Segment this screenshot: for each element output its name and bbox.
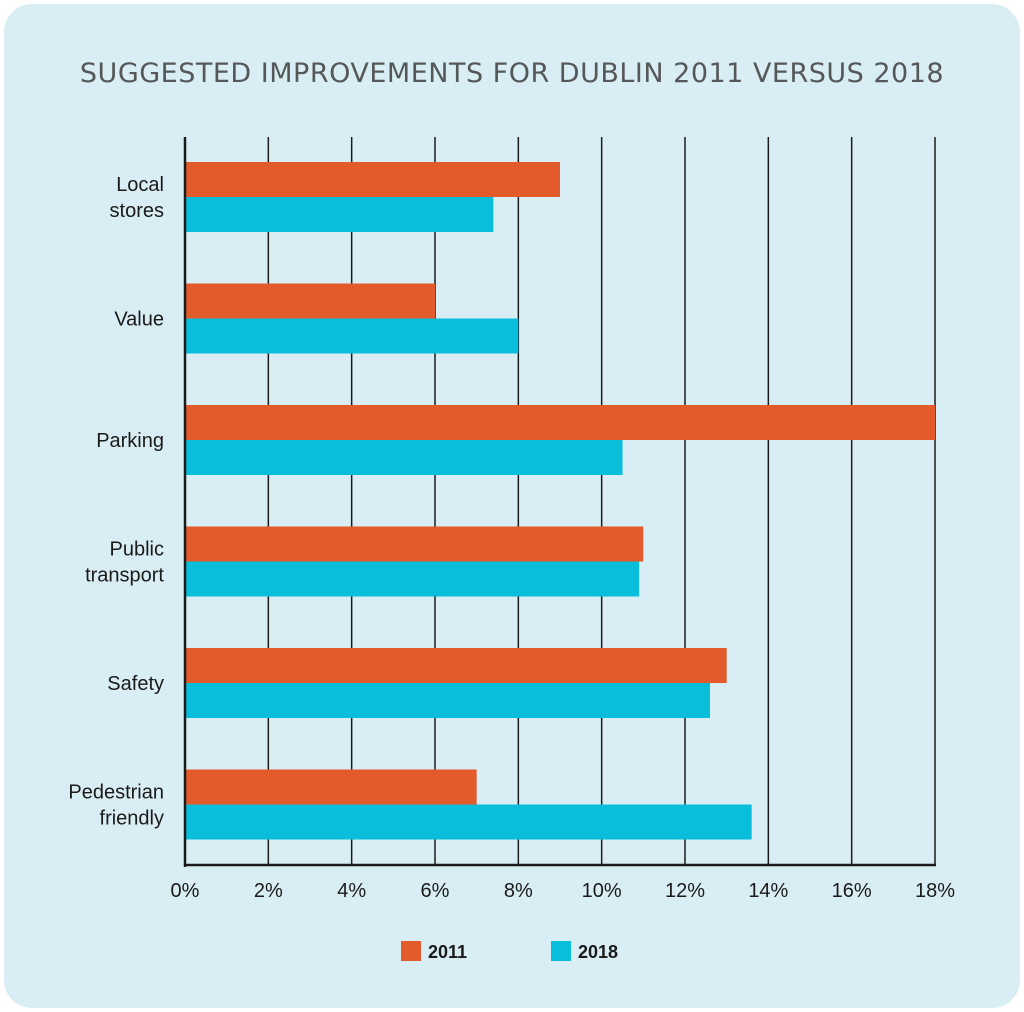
legend-swatch-2018 bbox=[551, 941, 571, 961]
x-tick-label: 4% bbox=[337, 880, 366, 902]
x-tick-label: 0% bbox=[171, 880, 200, 902]
bar-2011-3 bbox=[185, 526, 644, 562]
category-label: Pedestrian bbox=[68, 782, 164, 804]
x-tick-label: 14% bbox=[748, 880, 788, 902]
category-label: stores bbox=[110, 200, 164, 222]
bar-2011-1 bbox=[185, 283, 435, 319]
bar-2018-3 bbox=[185, 561, 640, 597]
bar-2011-2 bbox=[185, 405, 935, 440]
x-tick-label: 2% bbox=[254, 880, 283, 902]
bar-2018-5 bbox=[185, 804, 752, 840]
x-tick-label: 12% bbox=[665, 880, 705, 902]
x-tick-label: 18% bbox=[915, 880, 955, 902]
bar-2018-2 bbox=[185, 440, 623, 475]
bar-2018-4 bbox=[185, 683, 710, 718]
x-tick-label: 16% bbox=[832, 880, 872, 902]
category-label: Safety bbox=[107, 673, 164, 695]
bar-2018-0 bbox=[185, 197, 494, 232]
chart-title: SUGGESTED IMPROVEMENTS FOR DUBLIN 2011 V… bbox=[80, 58, 944, 89]
bar-2011-5 bbox=[185, 769, 477, 805]
category-label: Parking bbox=[96, 430, 164, 452]
category-label: Local bbox=[116, 174, 164, 196]
category-label: Public bbox=[110, 539, 164, 561]
bar-2018-1 bbox=[185, 318, 519, 354]
x-tick-label: 8% bbox=[504, 880, 533, 902]
category-label: transport bbox=[85, 565, 164, 587]
category-label: friendly bbox=[100, 808, 164, 830]
legend-swatch-2011 bbox=[401, 941, 421, 961]
legend-label-2011: 2011 bbox=[428, 942, 467, 962]
category-label: Value bbox=[114, 309, 164, 331]
bar-2011-4 bbox=[185, 648, 727, 683]
legend-label-2018: 2018 bbox=[578, 942, 618, 962]
x-tick-label: 6% bbox=[421, 880, 450, 902]
bar-2011-0 bbox=[185, 162, 560, 197]
x-tick-label: 10% bbox=[582, 880, 622, 902]
